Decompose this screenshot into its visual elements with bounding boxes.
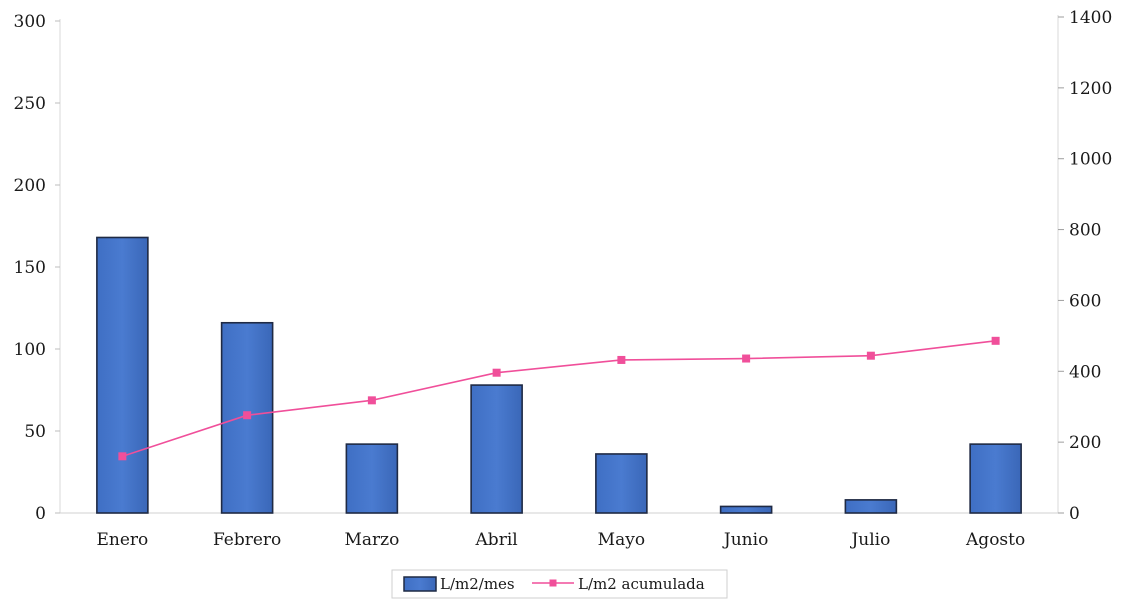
bar-enero [96, 236, 149, 514]
category-label: Marzo [344, 530, 399, 550]
category-label: Febrero [213, 530, 281, 550]
bar-mayo [595, 453, 648, 514]
bar-abril [470, 384, 523, 514]
right-tick-label: 1200 [1069, 79, 1112, 99]
right-tick-label: 800 [1069, 221, 1101, 241]
category-label: Enero [96, 530, 148, 550]
left-tick-label: 100 [14, 340, 46, 360]
legend-bar-swatch [403, 576, 437, 592]
left-tick-label: 0 [35, 504, 46, 524]
category-label: Abril [475, 530, 518, 550]
left-tick-label: 50 [24, 422, 46, 442]
left-tick-label: 200 [14, 176, 46, 196]
left-tick-label: 150 [14, 258, 46, 278]
left-tick-label: 250 [14, 94, 46, 114]
right-axis: 0 200 400 600 800 1000 1200 1400 [1057, 8, 1112, 524]
category-label: Julio [849, 530, 890, 550]
legend-line-label: L/m2 acumulada [578, 575, 705, 593]
line-point-marzo [367, 396, 376, 405]
right-tick-label: 0 [1069, 504, 1080, 524]
bars [96, 236, 1022, 514]
category-label: Agosto [965, 530, 1025, 550]
accumulated-line [118, 336, 1000, 461]
right-tick-label: 400 [1069, 362, 1101, 382]
category-labels: Enero Febrero Marzo Abril Mayo Junio Julio Agos… [96, 530, 1025, 550]
legend-bar-label: L/m2/mes [440, 575, 515, 593]
left-axis: 0 50 100 150 200 250 300 [14, 12, 1058, 524]
legend-frame [391, 569, 728, 599]
bar-agosto [969, 443, 1022, 514]
right-tick-label: 600 [1069, 291, 1101, 311]
bar-marzo [345, 443, 399, 514]
line-point-mayo [617, 355, 626, 364]
category-label: Junio [722, 530, 768, 550]
bar-junio [719, 505, 773, 514]
line-point-febrero [243, 411, 252, 420]
line-point-agosto [991, 336, 1000, 345]
category-label: Mayo [598, 530, 645, 550]
line-point-julio [866, 351, 875, 360]
legend: L/m2/mes L/m2 acumulada [391, 569, 728, 599]
left-tick-label: 300 [14, 12, 46, 32]
line-point-enero [118, 452, 127, 461]
right-tick-label: 1000 [1069, 150, 1112, 170]
legend-line-marker [549, 579, 557, 587]
line-point-abril [492, 368, 501, 377]
line-point-junio [742, 354, 751, 363]
bar-julio [844, 499, 898, 514]
right-tick-label: 200 [1069, 433, 1101, 453]
accumulated-line-path [122, 340, 996, 458]
right-tick-label: 1400 [1069, 8, 1112, 28]
